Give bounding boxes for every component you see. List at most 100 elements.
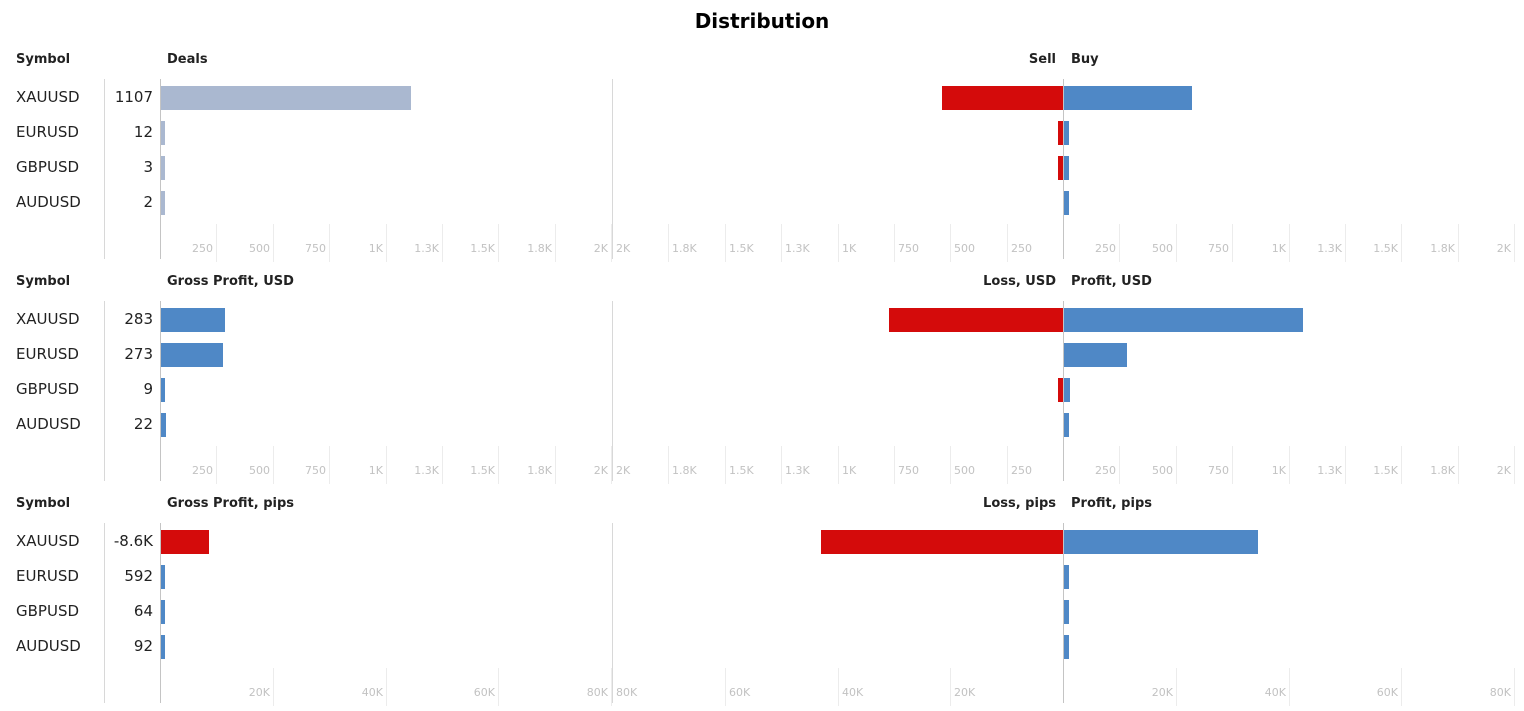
tick-label: 40K [361, 686, 383, 699]
tick-label: 750 [1208, 464, 1229, 477]
gridline [950, 668, 951, 706]
tick-label: 2K [1496, 242, 1511, 255]
value-label: 1107 [114, 88, 153, 106]
gridline [555, 224, 556, 262]
row-separator [104, 79, 105, 259]
positive-bar [1064, 121, 1069, 145]
center-axis-line [1063, 523, 1064, 703]
gridline [950, 224, 951, 262]
gridline [725, 224, 726, 262]
positive-bar [1064, 600, 1069, 624]
gridline [1401, 446, 1402, 484]
positive-bar [1064, 565, 1069, 589]
gridline [894, 224, 895, 262]
gridline [725, 668, 726, 706]
gridline [1007, 224, 1008, 262]
tick-label: 250 [1011, 242, 1032, 255]
positive-bar [1064, 86, 1193, 110]
tick-label: 2K [616, 242, 631, 255]
tick-label: 1.8K [672, 464, 697, 477]
tick-label: 250 [1011, 464, 1032, 477]
tick-label: 1.8K [527, 464, 552, 477]
gridline [216, 446, 217, 484]
negative-bar [888, 308, 1063, 332]
row-separator [104, 523, 105, 703]
tick-label: 60K [729, 686, 751, 699]
gridline [1232, 224, 1233, 262]
value-label: 64 [133, 602, 153, 620]
gridline [1514, 224, 1515, 262]
symbol-label: AUDUSD [16, 415, 81, 433]
tick-label: 750 [305, 242, 326, 255]
positive-bar [1064, 635, 1069, 659]
gridline [1345, 446, 1346, 484]
gridline [1176, 224, 1177, 262]
chart-panel: 250 500 750 1K 1.3K 1.5K 1.8K 2K 2K 1.8K 1.5K 1.3K 1… [0, 274, 1524, 486]
symbol-label: XAUUSD [16, 532, 80, 550]
tick-label: 60K [1376, 686, 1398, 699]
tick-label: 750 [305, 464, 326, 477]
gridline [1007, 446, 1008, 484]
tick-label: 250 [192, 242, 213, 255]
gridline [611, 446, 612, 484]
negative-bar [820, 530, 1063, 554]
gridline [498, 446, 499, 484]
gridline [838, 446, 839, 484]
tick-label: 1.3K [785, 464, 810, 477]
negative-bar [1058, 121, 1063, 145]
tick-label: 250 [1095, 242, 1116, 255]
value-label: 283 [124, 310, 153, 328]
tick-label: 1.5K [1373, 242, 1398, 255]
value-label: 592 [124, 567, 153, 585]
center-axis-line [1063, 301, 1064, 481]
gridline [1176, 446, 1177, 484]
negative-bar [941, 86, 1063, 110]
symbol-label: GBPUSD [16, 380, 80, 398]
symbol-label: EURUSD [16, 567, 79, 585]
tick-label: 40K [842, 686, 864, 699]
gridline [838, 668, 839, 706]
tick-label: 1.3K [1317, 464, 1342, 477]
tick-label: 1K [368, 464, 383, 477]
tick-label: 1.3K [1317, 242, 1342, 255]
tick-label: 1.8K [1430, 242, 1455, 255]
tick-label: 2K [616, 464, 631, 477]
tick-label: 1.8K [1430, 464, 1455, 477]
positive-bar [1064, 343, 1128, 367]
gridline [1289, 446, 1290, 484]
gridline [1458, 224, 1459, 262]
gridline [1514, 668, 1515, 706]
gridline [611, 224, 612, 262]
chart-panel: 250 500 750 1K 1.3K 1.5K 1.8K 2K 2K 1.8K 1.5K 1.3K 1… [0, 52, 1524, 264]
gridline [386, 668, 387, 706]
left-series-header: Gross Profit, pips [167, 496, 295, 511]
center-axis-line [1063, 79, 1064, 259]
gridline [781, 224, 782, 262]
tick-label: 60K [473, 686, 495, 699]
tick-label: 1.5K [729, 464, 754, 477]
negative-series-header: Sell [1028, 52, 1056, 67]
gridline [273, 224, 274, 262]
symbol-label: AUDUSD [16, 193, 81, 211]
tick-label: 1.5K [1373, 464, 1398, 477]
positive-bar [1064, 308, 1304, 332]
left-series-header: Deals [167, 52, 208, 67]
positive-bar [1064, 413, 1069, 437]
left-axis-line [160, 523, 161, 703]
tick-label: 20K [954, 686, 976, 699]
symbol-label: EURUSD [16, 345, 79, 363]
tick-label: 500 [954, 242, 975, 255]
gridline [838, 224, 839, 262]
chart-panel: 20K 40K 60K 80K 80K 60K 40K 20K 20K 40K 60K 80K Symb… [0, 496, 1524, 708]
symbol-label: GBPUSD [16, 158, 80, 176]
negative-bar [1058, 156, 1063, 180]
tick-label: 250 [192, 464, 213, 477]
positive-series-header: Profit, USD [1071, 274, 1152, 289]
tick-label: 1.8K [527, 242, 552, 255]
left-bar [161, 530, 210, 554]
gridline [781, 446, 782, 484]
gridline [950, 446, 951, 484]
symbol-label: EURUSD [16, 123, 79, 141]
tick-label: 1.5K [729, 242, 754, 255]
tick-label: 40K [1264, 686, 1286, 699]
